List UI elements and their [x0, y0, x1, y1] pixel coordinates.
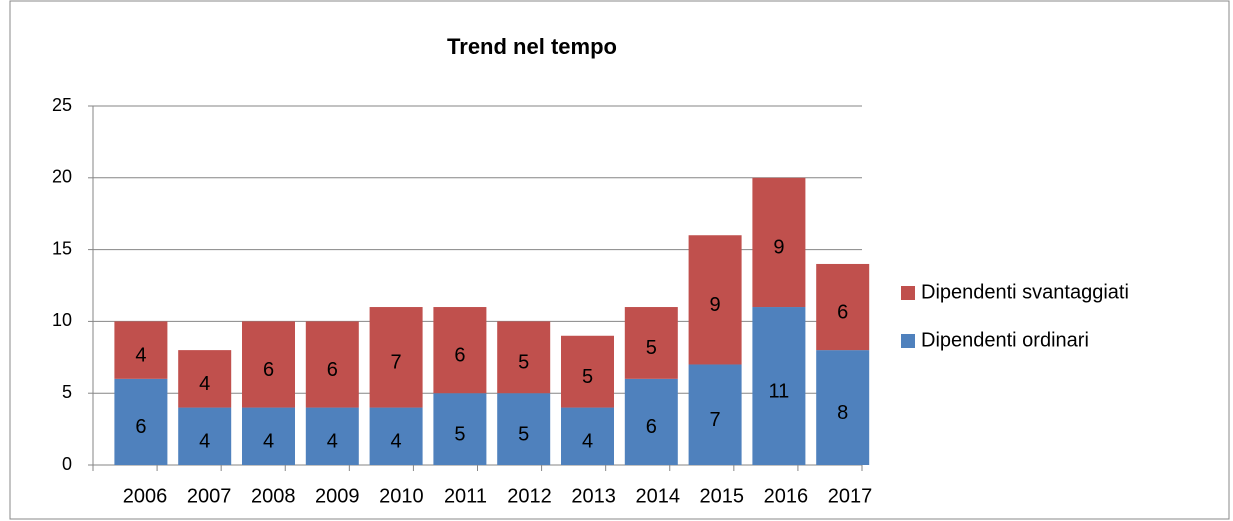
- x-tick-label: 2017: [828, 485, 873, 507]
- data-label: 4: [327, 431, 338, 453]
- data-label: 11: [769, 380, 790, 402]
- x-tick-label: 2012: [507, 485, 552, 507]
- data-label: 6: [263, 359, 274, 381]
- bar-segment: [752, 307, 806, 465]
- legend-swatch: [901, 286, 915, 300]
- legend-label: Dipendenti svantaggiati: [921, 281, 1129, 303]
- bar-segment: [497, 393, 551, 465]
- data-label: 6: [837, 301, 848, 323]
- bar-segment: [752, 177, 806, 308]
- bar-segment: [305, 321, 359, 408]
- x-tick-label: 2008: [251, 485, 296, 507]
- bar-segment: [561, 407, 614, 465]
- data-label: 4: [391, 431, 402, 453]
- data-label: 5: [518, 423, 529, 445]
- legend-label: Dipendenti ordinari: [921, 329, 1089, 351]
- data-label: 4: [582, 431, 593, 453]
- bar-segment: [242, 321, 295, 408]
- x-tick-label: 2009: [315, 485, 360, 507]
- chart-title: Trend nel tempo: [447, 34, 617, 59]
- x-tick-label: 2013: [571, 485, 616, 507]
- bar-segment: [624, 378, 678, 465]
- bar-segment: [178, 350, 232, 408]
- bar-segment: [816, 350, 870, 465]
- bar-segment: [242, 407, 295, 465]
- legend-swatch: [901, 334, 915, 348]
- bar-segment: [114, 321, 168, 379]
- data-label: 5: [518, 352, 529, 374]
- bar-segment: [497, 321, 551, 394]
- y-tick-label: 20: [52, 167, 72, 187]
- y-tick-label: 10: [52, 310, 72, 330]
- x-tick-label: 2006: [123, 485, 168, 507]
- x-tick-label: 2014: [635, 485, 680, 507]
- bar-segment: [369, 307, 423, 408]
- bar-segment: [433, 393, 487, 465]
- bar-segment: [305, 407, 359, 465]
- data-label: 6: [646, 416, 657, 438]
- x-tick-label: 2016: [764, 485, 809, 507]
- x-tick-label: 2010: [379, 485, 424, 507]
- x-tick-label: 2007: [187, 485, 232, 507]
- bar-segment: [561, 335, 614, 408]
- bar-segment: [816, 263, 870, 351]
- data-label: 7: [391, 352, 402, 374]
- bar-segment: [688, 364, 742, 465]
- data-label: 6: [327, 359, 338, 381]
- data-label: 4: [135, 344, 146, 366]
- data-label: 5: [454, 423, 465, 445]
- data-label: 8: [837, 402, 848, 424]
- data-label: 6: [135, 416, 146, 438]
- bar-segment: [114, 378, 168, 465]
- y-tick-label: 15: [52, 238, 72, 258]
- y-tick-label: 0: [62, 454, 72, 474]
- data-label: 4: [199, 431, 210, 453]
- data-label: 7: [710, 409, 721, 431]
- x-tick-label: 2015: [700, 485, 745, 507]
- bar-segment: [688, 235, 742, 365]
- data-label: 5: [646, 337, 657, 359]
- bar-segment: [369, 407, 423, 465]
- y-tick-label: 25: [52, 95, 72, 115]
- data-label: 5: [582, 366, 593, 388]
- data-label: 4: [263, 431, 274, 453]
- data-label: 4: [199, 373, 210, 395]
- bar-segment: [178, 407, 232, 465]
- data-label: 6: [454, 344, 465, 366]
- data-label: 9: [710, 294, 721, 316]
- bar-segment: [433, 307, 487, 394]
- y-tick-label: 5: [62, 382, 72, 402]
- data-label: 9: [773, 237, 784, 259]
- x-tick-label: 2011: [444, 485, 487, 507]
- bar-segment: [624, 307, 678, 379]
